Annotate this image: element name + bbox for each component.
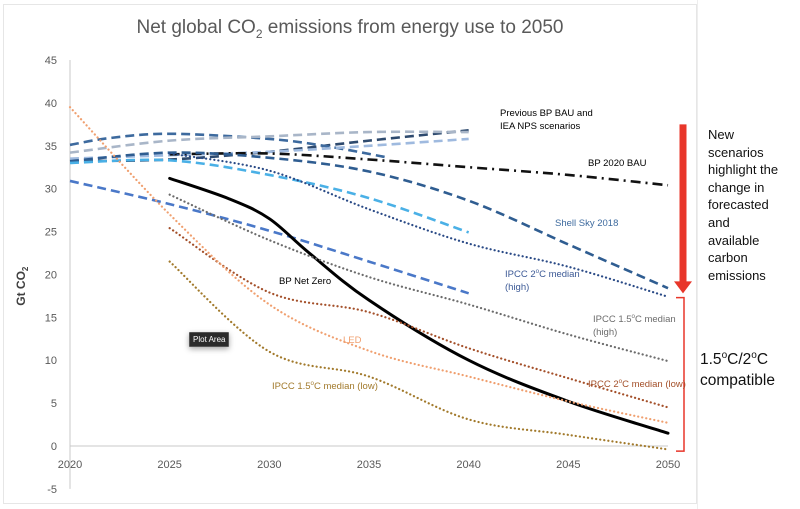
y-tick-label: 40 bbox=[45, 98, 57, 110]
degree-sup: o bbox=[310, 380, 314, 387]
annotation-marks bbox=[674, 124, 692, 452]
label-text: C median (low) bbox=[313, 381, 378, 393]
x-tick-label: 2050 bbox=[656, 459, 680, 471]
degree-sup: o bbox=[721, 350, 728, 361]
side-note-line: available bbox=[708, 232, 760, 248]
y-tick-label: 10 bbox=[45, 355, 57, 367]
compat-text: C bbox=[756, 351, 769, 369]
x-tick-label: 2030 bbox=[257, 459, 281, 471]
x-tick-label: 2020 bbox=[58, 459, 82, 471]
x-tick-label: 2040 bbox=[456, 459, 480, 471]
side-note-line: and bbox=[708, 214, 730, 230]
y-tick-label: 15 bbox=[45, 312, 57, 324]
panel-divider bbox=[697, 0, 698, 509]
side-note-line: New bbox=[708, 127, 735, 142]
label-ipcc-15c-high: IPCC 1.5oC median (high) bbox=[593, 310, 676, 339]
label-previous-scenarios: Previous BP BAU and IEA NPS scenarios bbox=[500, 107, 593, 133]
y-tick-label: -5 bbox=[47, 484, 57, 496]
series-line-sky-blue-scenario bbox=[69, 158, 470, 234]
y-tick-label: 35 bbox=[45, 141, 57, 153]
label-previous-line2: IEA NPS scenarios bbox=[500, 121, 581, 132]
label-text: IPCC 2 bbox=[505, 269, 536, 281]
label-bp-net-zero: BP Net Zero bbox=[279, 276, 332, 287]
title-subscript: 2 bbox=[255, 26, 263, 41]
side-note-line: forecasted bbox=[708, 197, 769, 213]
degree-sup: o bbox=[631, 313, 635, 320]
x-tick-label: 2045 bbox=[556, 459, 580, 471]
label-text-line2: (high) bbox=[505, 282, 530, 294]
label-previous-line1: Previous BP BAU and bbox=[500, 108, 593, 119]
red-arrow-head bbox=[674, 281, 692, 294]
side-note-line: carbon bbox=[708, 250, 748, 266]
label-text: IPCC 2 bbox=[588, 379, 619, 391]
side-note-line: highlight the bbox=[708, 162, 779, 178]
plot-area-tooltip: Plot Area bbox=[189, 332, 230, 347]
series-line-lower-blue-dashed-scenario bbox=[69, 179, 470, 295]
label-ipcc-15c-low: IPCC 1.5oC median (low) bbox=[272, 377, 378, 393]
series-line-previous-scenario-grey-blue bbox=[69, 130, 469, 154]
degree-sup: o bbox=[535, 268, 540, 275]
side-note-line: emissions bbox=[708, 267, 766, 283]
chart-title: Net global CO2 emissions from energy use… bbox=[0, 17, 700, 41]
label-ipcc-2c-low: IPCC 2oC median (low) bbox=[588, 375, 686, 391]
compat-text: C/2 bbox=[727, 351, 752, 369]
series-line-ipcc-2-c-median-high bbox=[168, 152, 670, 298]
compat-text: 1.5 bbox=[700, 351, 722, 369]
series-line-bp-net-zero bbox=[168, 176, 670, 435]
chart-border bbox=[3, 4, 697, 504]
label-text: C median bbox=[539, 269, 580, 281]
series-line-bp-2020-bau bbox=[169, 151, 669, 187]
series-line-ipcc-1-5-c-median-high bbox=[168, 193, 670, 363]
y-tick-label: 30 bbox=[45, 184, 57, 196]
series-lines bbox=[68, 106, 670, 451]
axes bbox=[69, 60, 668, 489]
compatible-label: 1.5oC/2oC compatible bbox=[700, 345, 775, 391]
y-tick-label: 45 bbox=[45, 55, 57, 67]
label-bp-2020-bau: BP 2020 BAU bbox=[588, 158, 647, 169]
label-led: LED bbox=[343, 335, 362, 346]
compat-text-line2: compatible bbox=[700, 372, 775, 390]
series-line-ipcc-2-c-median-low bbox=[168, 227, 670, 409]
x-tick-label: 2025 bbox=[157, 459, 181, 471]
x-tick-label: 2035 bbox=[357, 459, 381, 471]
compatible-bracket bbox=[676, 296, 685, 452]
y-tick-label: 5 bbox=[51, 398, 57, 410]
label-text: C median bbox=[634, 314, 676, 326]
series-line-led bbox=[68, 106, 670, 424]
degree-sup: o bbox=[618, 378, 623, 385]
degree-sup: o bbox=[751, 350, 757, 361]
y-tick-label: 0 bbox=[51, 441, 57, 453]
label-text: IPCC 1.5 bbox=[593, 314, 632, 326]
series-line-ipcc-1-5-c-median-low bbox=[168, 260, 670, 451]
y-tick-label: 25 bbox=[45, 227, 57, 239]
title-text: Net global CO bbox=[136, 17, 256, 38]
side-note-line: scenarios bbox=[708, 144, 764, 160]
label-text: C median (low) bbox=[622, 379, 686, 391]
y-tick-label: 20 bbox=[45, 269, 57, 281]
label-text: IPCC 1.5 bbox=[272, 381, 311, 393]
side-note: New scenarios highlight the change in fo… bbox=[708, 126, 778, 284]
label-ipcc-2c-high: IPCC 2oC median (high) bbox=[505, 265, 580, 294]
title-text-tail: emissions from energy use to 2050 bbox=[262, 17, 564, 38]
side-note-line: change in bbox=[708, 179, 765, 195]
label-text-line2: (high) bbox=[593, 327, 618, 339]
label-shell-sky-2018: Shell Sky 2018 bbox=[555, 218, 619, 229]
series-line-previous-scenario-light-blue bbox=[69, 137, 469, 160]
